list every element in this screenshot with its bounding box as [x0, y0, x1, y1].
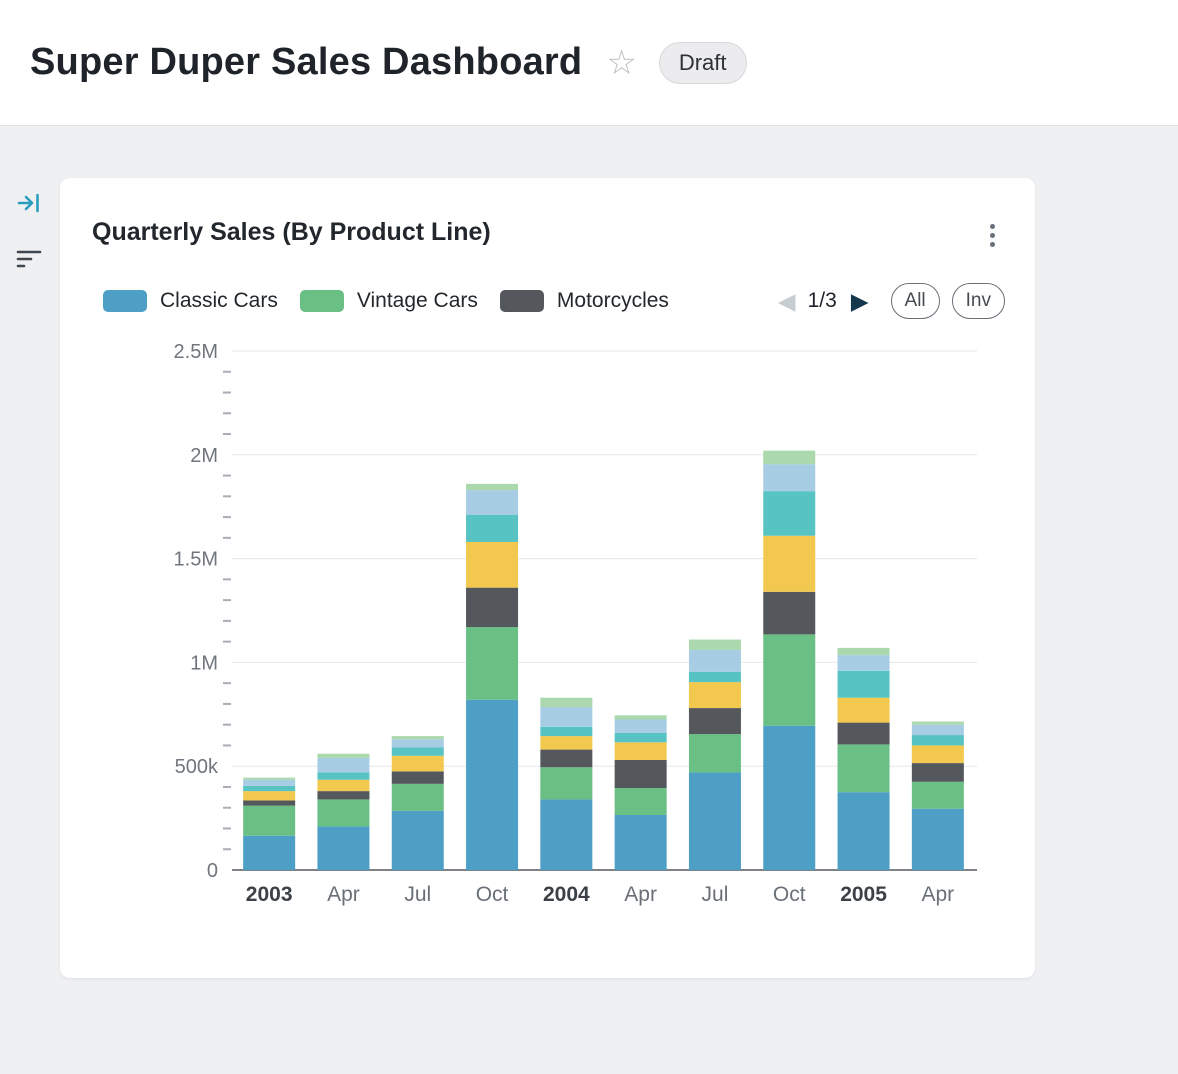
svg-text:Oct: Oct [773, 883, 806, 906]
svg-text:0: 0 [207, 860, 218, 882]
svg-text:2.5M: 2.5M [174, 341, 218, 363]
legend-swatch [299, 290, 344, 312]
svg-text:2004: 2004 [543, 883, 590, 906]
legend-item[interactable]: Motorcycles [499, 289, 669, 313]
legend-page-indicator: 1/3 [807, 289, 837, 312]
svg-text:Apr: Apr [327, 883, 360, 906]
svg-text:Apr: Apr [624, 883, 657, 906]
svg-text:500k: 500k [175, 756, 219, 778]
svg-text:Jul: Jul [702, 883, 729, 906]
legend-label: Vintage Cars [356, 289, 478, 312]
draft-status-badge[interactable]: Draft [658, 41, 747, 84]
stacked-bar-chart[interactable]: 0 500k 1M 1.5M 2M 2.5M 2003 Apr Jul Oct 2004 Apr Jul… [60, 338, 1035, 938]
svg-text:Jul: Jul [404, 883, 431, 906]
legend-item[interactable]: Vintage Cars [299, 289, 478, 313]
svg-text:1M: 1M [190, 652, 218, 674]
kebab-menu-icon[interactable] [984, 218, 1001, 253]
filter-icon[interactable] [16, 246, 44, 277]
all-button[interactable]: All [890, 283, 940, 319]
legend-prev-icon[interactable]: ◀ [777, 287, 796, 314]
expand-panel-icon[interactable] [16, 190, 42, 221]
chart-card-header: Quarterly Sales (By Product Line) [60, 178, 1035, 253]
svg-text:Apr: Apr [922, 883, 955, 906]
page-header: Super Duper Sales Dashboard ☆ Draft [0, 0, 1178, 126]
chart-title: Quarterly Sales (By Product Line) [92, 218, 491, 246]
legend-swatch [103, 290, 147, 312]
chart-card: Quarterly Sales (By Product Line) Classi… [60, 178, 1035, 978]
svg-text:2005: 2005 [840, 883, 887, 906]
legend-row: Classic Cars Vintage Cars Motorcycles ◀ 1/… [60, 283, 1035, 319]
legend-swatch [499, 290, 544, 312]
chart-legend: Classic Cars Vintage Cars Motorcycles [103, 289, 669, 313]
legend-item[interactable]: Classic Cars [103, 289, 278, 313]
svg-text:2M: 2M [190, 445, 218, 467]
favorite-star-icon[interactable]: ☆ [606, 43, 637, 82]
svg-text:1.5M: 1.5M [174, 549, 218, 571]
legend-controls: ◀ 1/3 ▶ All Inv [778, 283, 1005, 319]
svg-text:Oct: Oct [476, 883, 509, 906]
page-title: Super Duper Sales Dashboard [30, 41, 583, 83]
inv-button[interactable]: Inv [951, 283, 1005, 319]
legend-label: Classic Cars [160, 289, 278, 312]
legend-label: Motorcycles [556, 289, 669, 312]
svg-text:2003: 2003 [246, 883, 293, 906]
legend-next-icon[interactable]: ▶ [850, 287, 869, 314]
